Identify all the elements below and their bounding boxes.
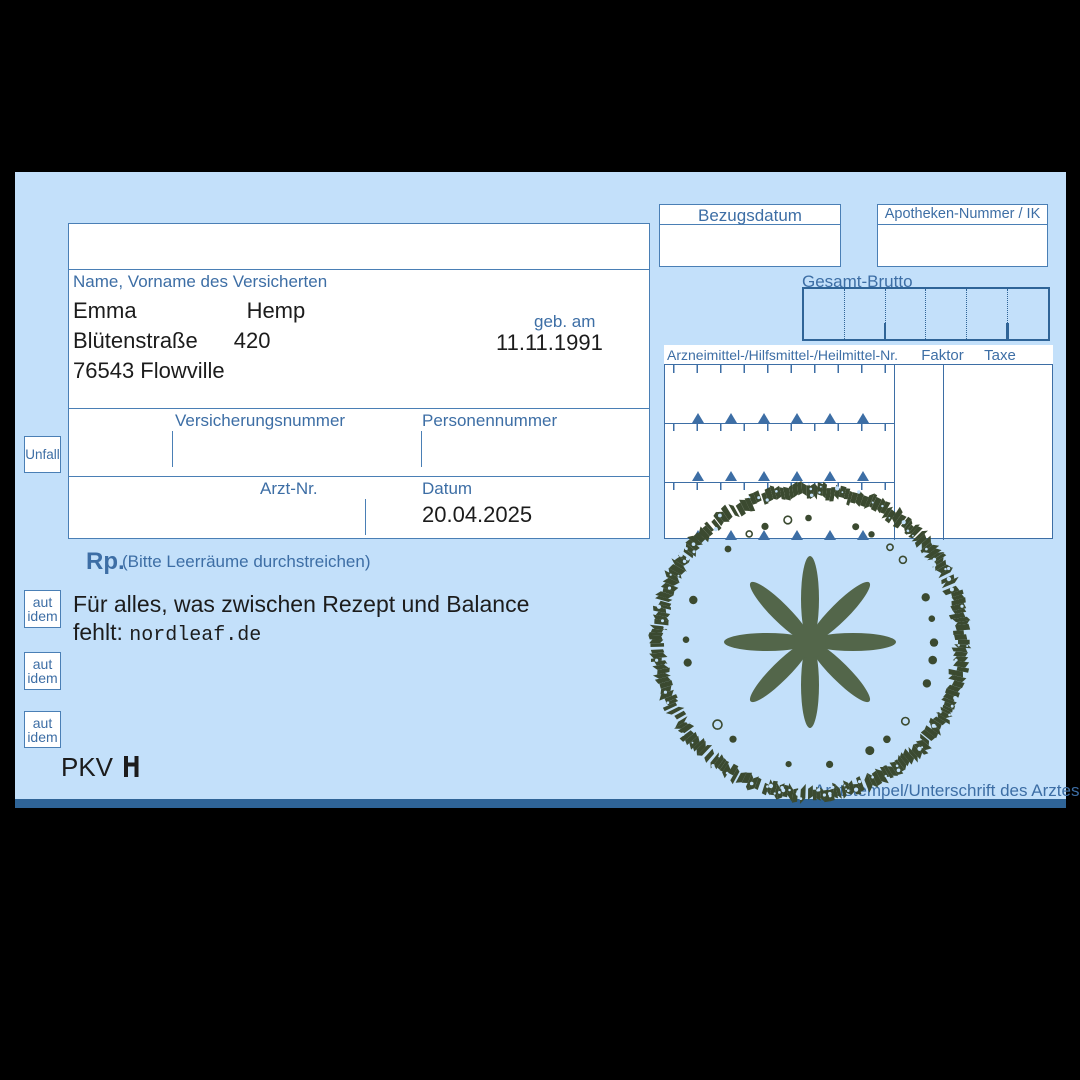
svg-text:PKV: PKV xyxy=(61,754,114,782)
